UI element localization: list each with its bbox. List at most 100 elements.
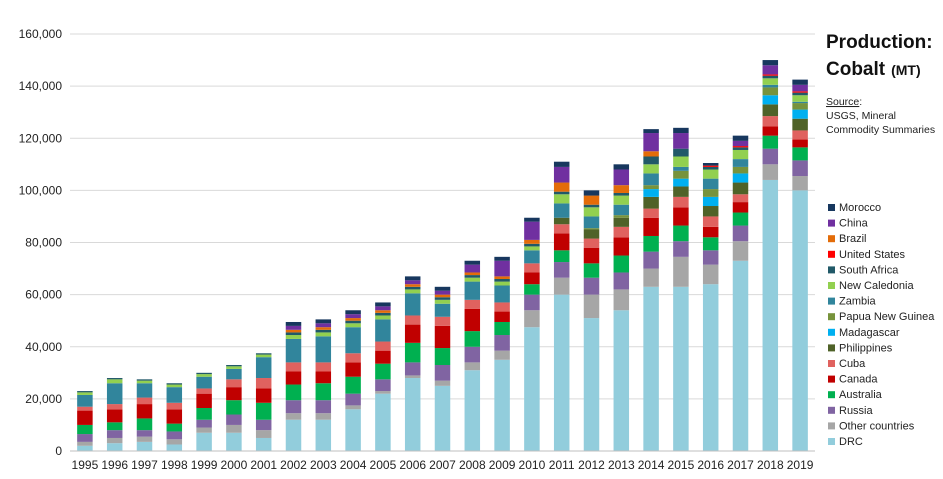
y-tick-label: 60,000 (25, 288, 62, 302)
legend-swatch (828, 344, 835, 352)
bar-segment (166, 439, 183, 445)
bar-segment (226, 400, 242, 415)
bar-segment (136, 383, 153, 398)
legend-label: South Africa (839, 264, 899, 276)
bar-stack-2010 (524, 217, 540, 451)
bar-stack-2014 (643, 129, 659, 451)
bar-segment (375, 393, 391, 451)
bar-segment (792, 176, 808, 191)
bar-segment (226, 387, 242, 401)
legend-label: Madagascar (839, 327, 900, 339)
legend-label: Brazil (839, 233, 867, 245)
bar-segment (345, 405, 361, 410)
x-tick-label: 2001 (250, 458, 277, 472)
source-label: Source: (826, 96, 862, 108)
bar-segment (643, 133, 659, 152)
bar-segment (136, 397, 153, 405)
bar-segment (762, 179, 779, 451)
bar-segment (583, 294, 600, 319)
legend-item: Australia (828, 389, 883, 401)
bar-segment (464, 260, 481, 265)
x-tick-label: 2009 (489, 458, 516, 472)
x-axis: 1995 1996 1997 1998 1999 2000 2001 2002 2003 2004… (72, 458, 814, 472)
bar-segment (673, 133, 689, 149)
bar-segment (613, 169, 630, 186)
legend-label: Cuba (839, 358, 866, 370)
bar-segment (315, 413, 332, 420)
bar-segment (196, 388, 212, 394)
bar-segment (196, 407, 212, 420)
bar-segment (553, 191, 570, 195)
bar-segment (732, 202, 749, 213)
bar-segment (434, 286, 451, 291)
bar-segment (673, 225, 689, 242)
bar-segment (136, 441, 153, 451)
y-tick-label: 160,000 (19, 27, 63, 41)
x-tick-label: 2008 (459, 458, 486, 472)
legend-swatch (828, 297, 835, 305)
bar-segment (375, 341, 391, 351)
bar-segment (375, 319, 391, 342)
bar-segment (196, 374, 212, 377)
bar-segment (673, 127, 689, 134)
bar-stack-1999 (196, 372, 212, 451)
bar-segment (613, 310, 630, 451)
bar-segment (375, 379, 391, 392)
legend-swatch (828, 391, 835, 399)
bar-segment (762, 116, 779, 127)
bar-segment (613, 255, 630, 273)
bar-segment (375, 391, 391, 394)
bar-stack-2002 (285, 321, 302, 451)
bar-segment (494, 256, 510, 261)
bar-segment (792, 190, 808, 451)
bar-segment (494, 302, 510, 312)
legend-swatch (828, 438, 835, 445)
bar-segment (643, 217, 659, 236)
bar-segment (494, 335, 510, 351)
bar-segment (345, 320, 361, 324)
bar-segment (285, 338, 302, 363)
bar-segment (553, 166, 570, 183)
legend-label: Papua New Guinea (839, 311, 935, 323)
bar-stack-2017 (732, 135, 749, 451)
bar-segment (315, 362, 332, 372)
bar-segment (106, 379, 123, 384)
bar-segment (196, 427, 212, 433)
bar-segment (613, 217, 630, 227)
legend-label: Zambia (839, 296, 877, 308)
bar-segment (524, 221, 540, 240)
bar-segment (315, 419, 332, 451)
bar-segment (732, 166, 749, 174)
legend-label: New Caledonia (839, 280, 914, 292)
bar-segment (315, 383, 332, 401)
legend-item: Other countries (828, 420, 915, 432)
source-label-text: Source (826, 96, 859, 108)
bar-segment (583, 247, 600, 264)
bar-segment (106, 378, 123, 380)
bar-segment (285, 329, 302, 333)
x-tick-label: 2012 (578, 458, 605, 472)
bar-segment (702, 284, 719, 451)
legend-item: Cuba (828, 358, 866, 370)
bar-segment (464, 264, 481, 273)
bar-segment (106, 443, 123, 451)
bar-segment (643, 208, 659, 218)
bar-segment (434, 325, 451, 349)
bar-segment (136, 418, 153, 431)
bar-segment (106, 409, 123, 423)
bar-segment (255, 378, 272, 389)
bar-segment (583, 190, 600, 196)
bar-segment (255, 357, 272, 379)
bar-segment (702, 226, 719, 238)
bar-segment (583, 238, 600, 248)
bar-segment (285, 335, 302, 339)
bar-segment (166, 444, 183, 451)
bar-segment (702, 163, 719, 166)
source-line-2: Commodity Summaries (826, 124, 935, 136)
bar-segment (732, 140, 749, 147)
legend-item: Morocco (828, 202, 881, 214)
bar-segment (643, 129, 659, 134)
bar-stack-2011 (553, 161, 570, 451)
legend-label: Philippines (839, 342, 893, 354)
bar-segment (553, 161, 570, 167)
